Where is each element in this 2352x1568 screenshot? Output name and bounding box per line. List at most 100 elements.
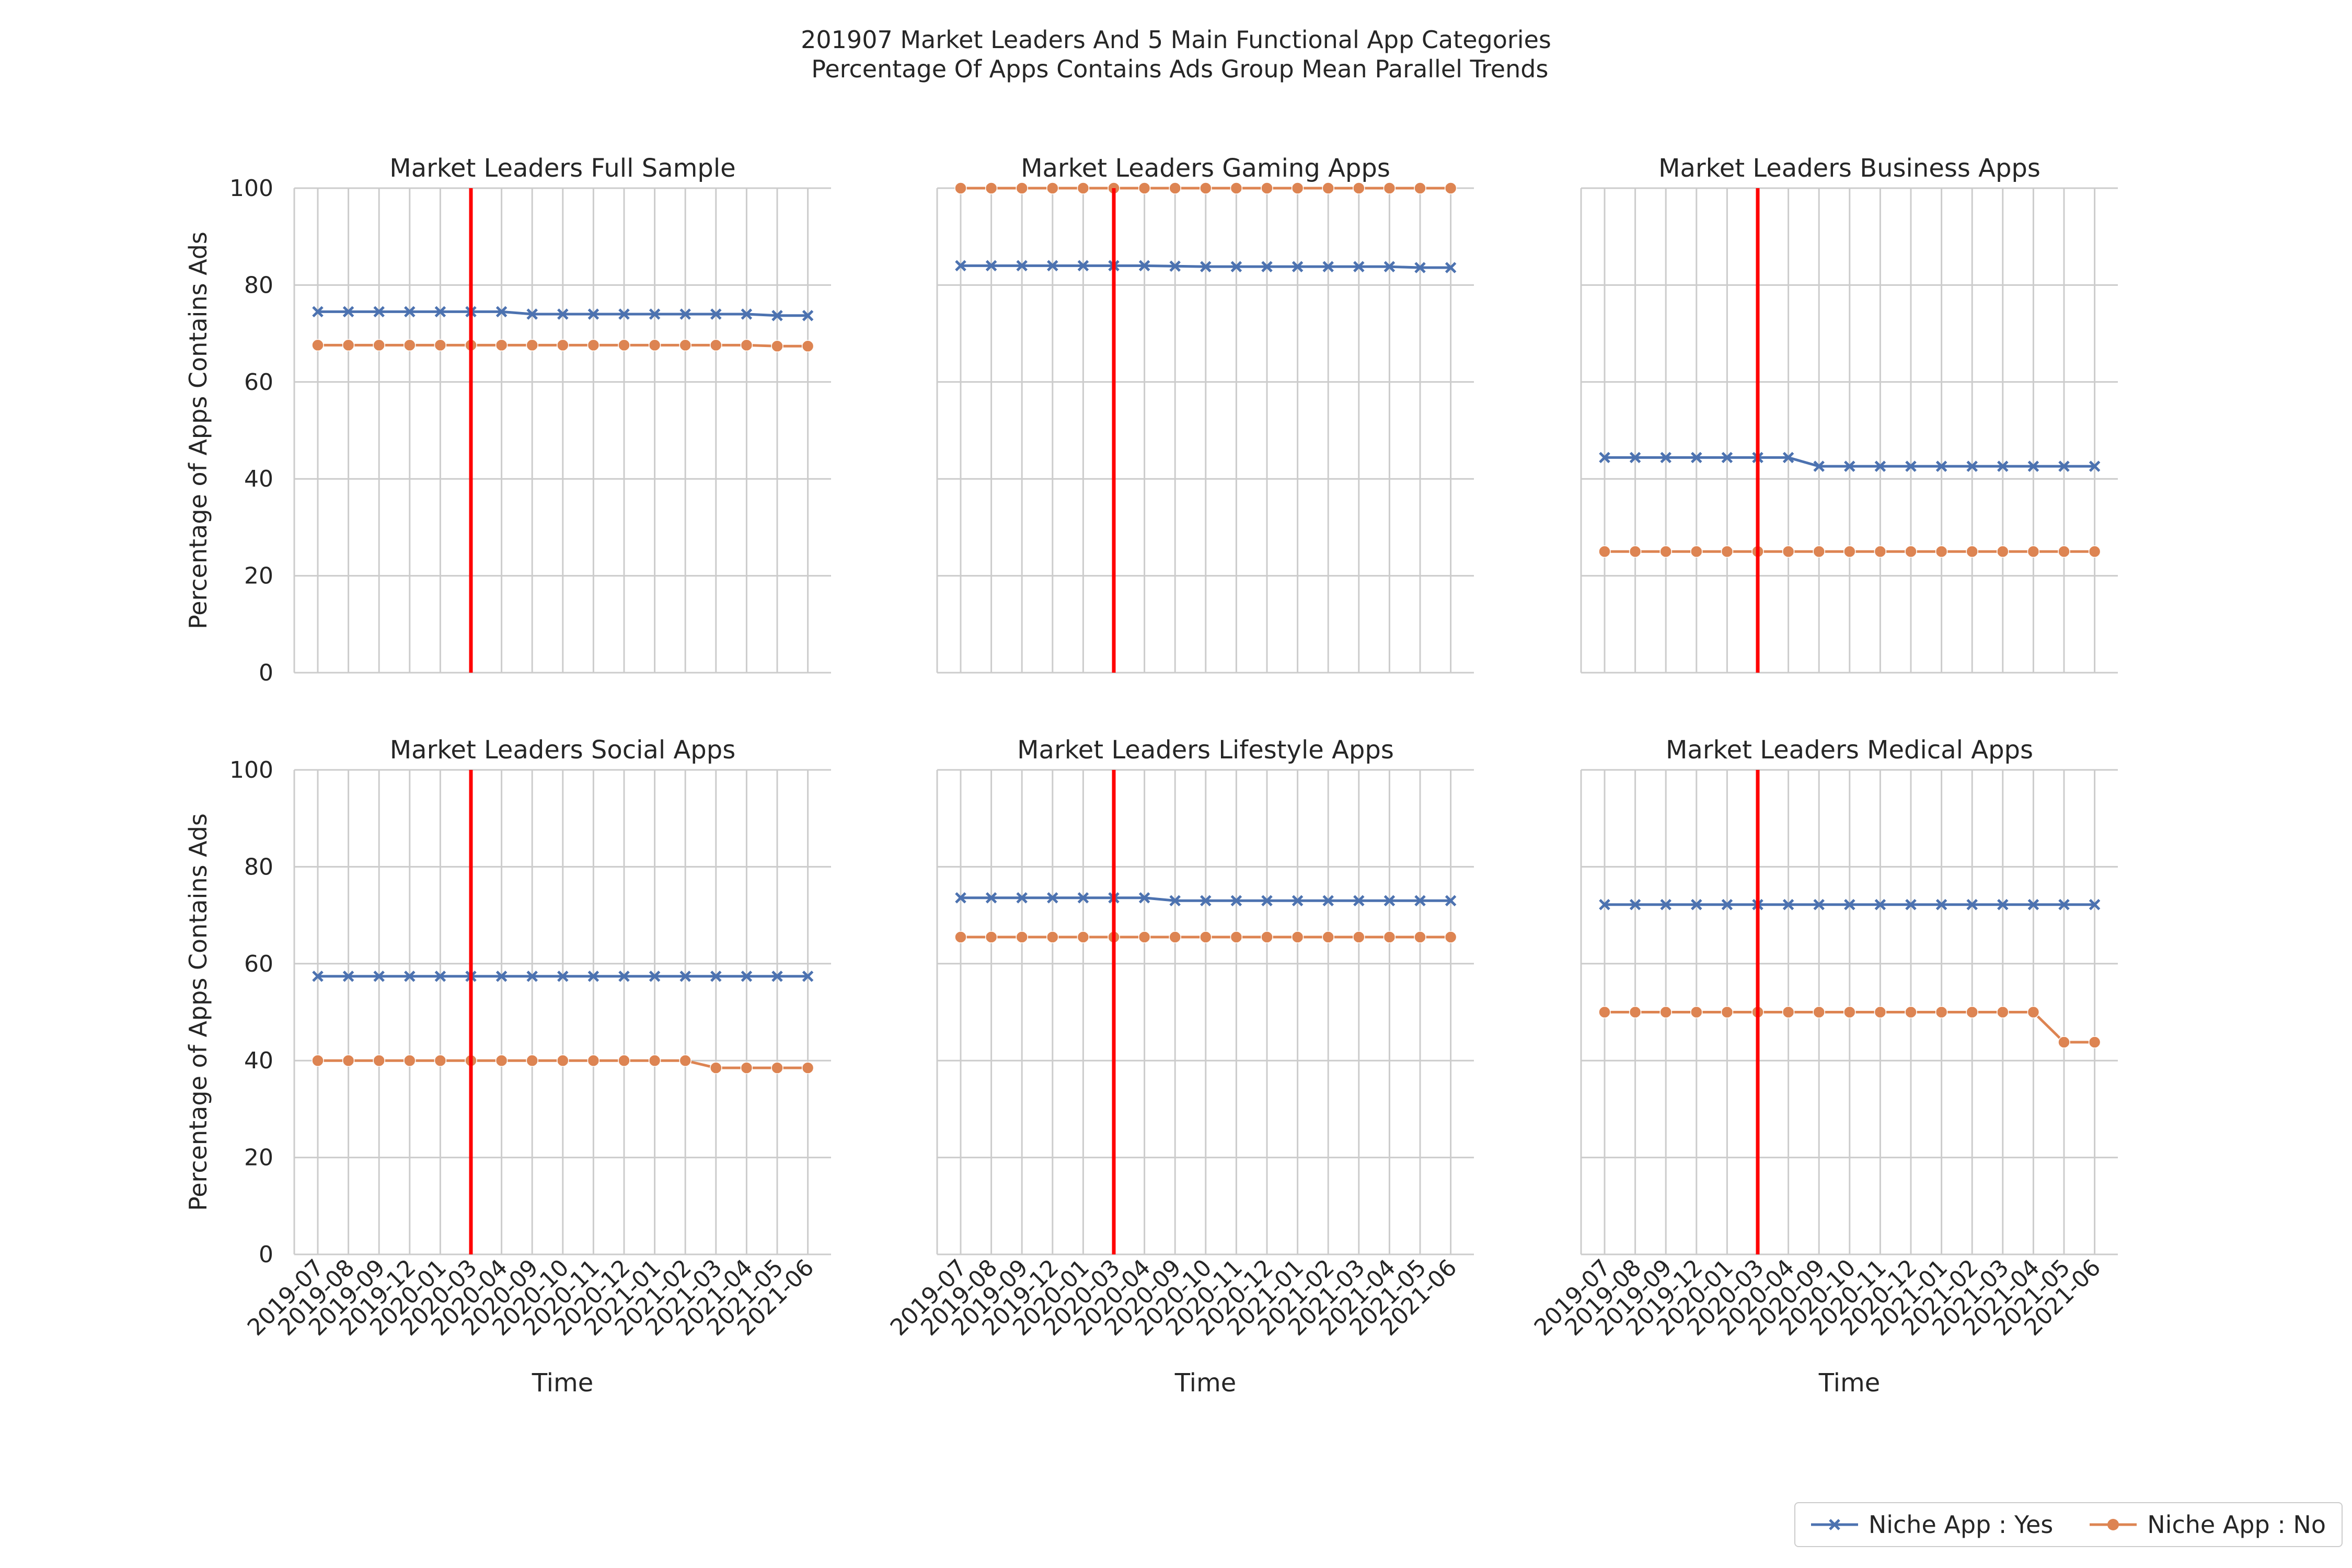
data-point-x <box>1997 898 2009 910</box>
data-point-circle <box>403 1054 416 1067</box>
data-point-x <box>802 310 814 321</box>
data-point-x <box>1169 895 1181 907</box>
data-point-x <box>1905 460 1917 472</box>
data-point-x <box>1629 898 1641 910</box>
data-point-circle <box>679 1054 691 1067</box>
data-point-circle <box>557 339 569 352</box>
data-point-circle <box>312 1054 324 1067</box>
data-point-circle <box>1077 182 1090 194</box>
y-tick-label: 100 <box>229 757 273 783</box>
data-point-circle <box>2027 1006 2040 1019</box>
data-point-x <box>1383 895 1396 907</box>
y-tick-label: 40 <box>244 1047 273 1074</box>
data-point-circle <box>710 1062 722 1074</box>
data-point-x <box>1383 261 1396 272</box>
data-point-x <box>985 260 997 272</box>
data-point-circle <box>312 339 324 352</box>
data-point-x <box>342 971 354 982</box>
data-point-x <box>1138 892 1150 904</box>
y-tick-label: 0 <box>259 1241 273 1268</box>
data-point-circle <box>1046 182 1059 194</box>
data-point-x <box>1016 892 1028 904</box>
data-point-x <box>955 260 966 272</box>
data-point-circle <box>801 1062 814 1074</box>
x-axis-label: Time <box>532 1368 593 1398</box>
data-point-circle <box>801 340 814 352</box>
data-point-x <box>342 306 354 318</box>
data-point-x <box>1292 895 1304 907</box>
figure-title: 201907 Market Leaders And 5 Main Functio… <box>0 25 2352 84</box>
data-point-x <box>1813 460 1825 472</box>
data-point-circle <box>1046 931 1059 943</box>
data-point-x <box>1966 898 1978 910</box>
data-point-circle <box>1230 182 1243 194</box>
data-point-x <box>526 971 538 982</box>
data-point-x <box>1721 898 1733 910</box>
data-point-x <box>649 308 661 320</box>
data-point-circle <box>1414 931 1426 943</box>
data-point-circle <box>1353 182 1365 194</box>
subplot-title: Market Leaders Lifestyle Apps <box>1017 735 1394 765</box>
data-point-x <box>1691 452 1702 464</box>
data-point-circle <box>2088 1036 2101 1048</box>
data-point-circle <box>1813 1006 1825 1019</box>
data-point-circle <box>1690 1006 1703 1019</box>
x-axis-label: Time <box>1818 1368 1880 1398</box>
data-point-circle <box>2058 545 2070 558</box>
data-point-circle <box>954 182 967 194</box>
data-point-x <box>1905 898 1917 910</box>
data-point-x <box>1353 261 1365 272</box>
data-point-x <box>434 306 446 318</box>
data-point-x <box>955 892 966 904</box>
y-tick-label: 80 <box>244 272 273 298</box>
y-tick-label: 60 <box>244 951 273 977</box>
data-point-x <box>526 308 538 320</box>
data-point-circle <box>771 1062 783 1074</box>
data-point-x <box>1935 460 1947 472</box>
data-point-x <box>1844 460 1855 472</box>
subplot-title: Market Leaders Gaming Apps <box>1021 154 1390 183</box>
data-point-x <box>1077 892 1089 904</box>
data-point-circle <box>342 1054 355 1067</box>
data-point-circle <box>1598 545 1611 558</box>
data-point-circle <box>587 339 600 352</box>
data-point-circle <box>1230 931 1243 943</box>
data-point-x <box>618 971 630 982</box>
data-point-x <box>2089 460 2101 472</box>
data-point-x <box>741 971 753 982</box>
legend: Niche App : Yes Niche App : No <box>1794 1502 2343 1547</box>
data-point-x <box>1414 895 1426 907</box>
data-point-x <box>373 306 385 318</box>
subplot-title: Market Leaders Business Apps <box>1658 154 2040 183</box>
data-point-circle <box>526 1054 538 1067</box>
y-tick-label: 40 <box>244 466 273 492</box>
data-point-circle <box>1843 545 1856 558</box>
data-point-circle <box>495 1054 508 1067</box>
data-point-x <box>1047 260 1058 272</box>
subplot-title: Market Leaders Medical Apps <box>1666 735 2033 765</box>
data-point-circle <box>403 339 416 352</box>
figure-title-line-2: Percentage Of Apps Contains Ads Group Me… <box>803 55 1549 83</box>
data-point-circle <box>1169 182 1181 194</box>
data-point-x <box>1660 898 1671 910</box>
data-point-circle <box>1077 931 1090 943</box>
data-point-x <box>1200 895 1212 907</box>
y-tick-label: 60 <box>244 369 273 396</box>
data-point-x <box>1721 452 1733 464</box>
data-point-circle <box>1935 1006 1948 1019</box>
data-point-x <box>679 308 691 320</box>
data-point-circle <box>1813 545 1825 558</box>
subplot-title: Market Leaders Social Apps <box>390 735 735 765</box>
data-point-circle <box>1659 545 1672 558</box>
data-point-x <box>1292 261 1304 272</box>
data-point-x <box>1629 452 1641 464</box>
data-point-x <box>1813 898 1825 910</box>
data-point-circle <box>526 339 538 352</box>
data-point-x <box>1230 261 1242 272</box>
x-axis-label: Time <box>1174 1368 1236 1398</box>
data-point-circle <box>740 1062 753 1074</box>
data-point-circle <box>1383 931 1396 943</box>
data-point-circle <box>1874 1006 1887 1019</box>
subplot-title: Market Leaders Full Sample <box>389 154 735 183</box>
data-point-circle <box>342 339 355 352</box>
